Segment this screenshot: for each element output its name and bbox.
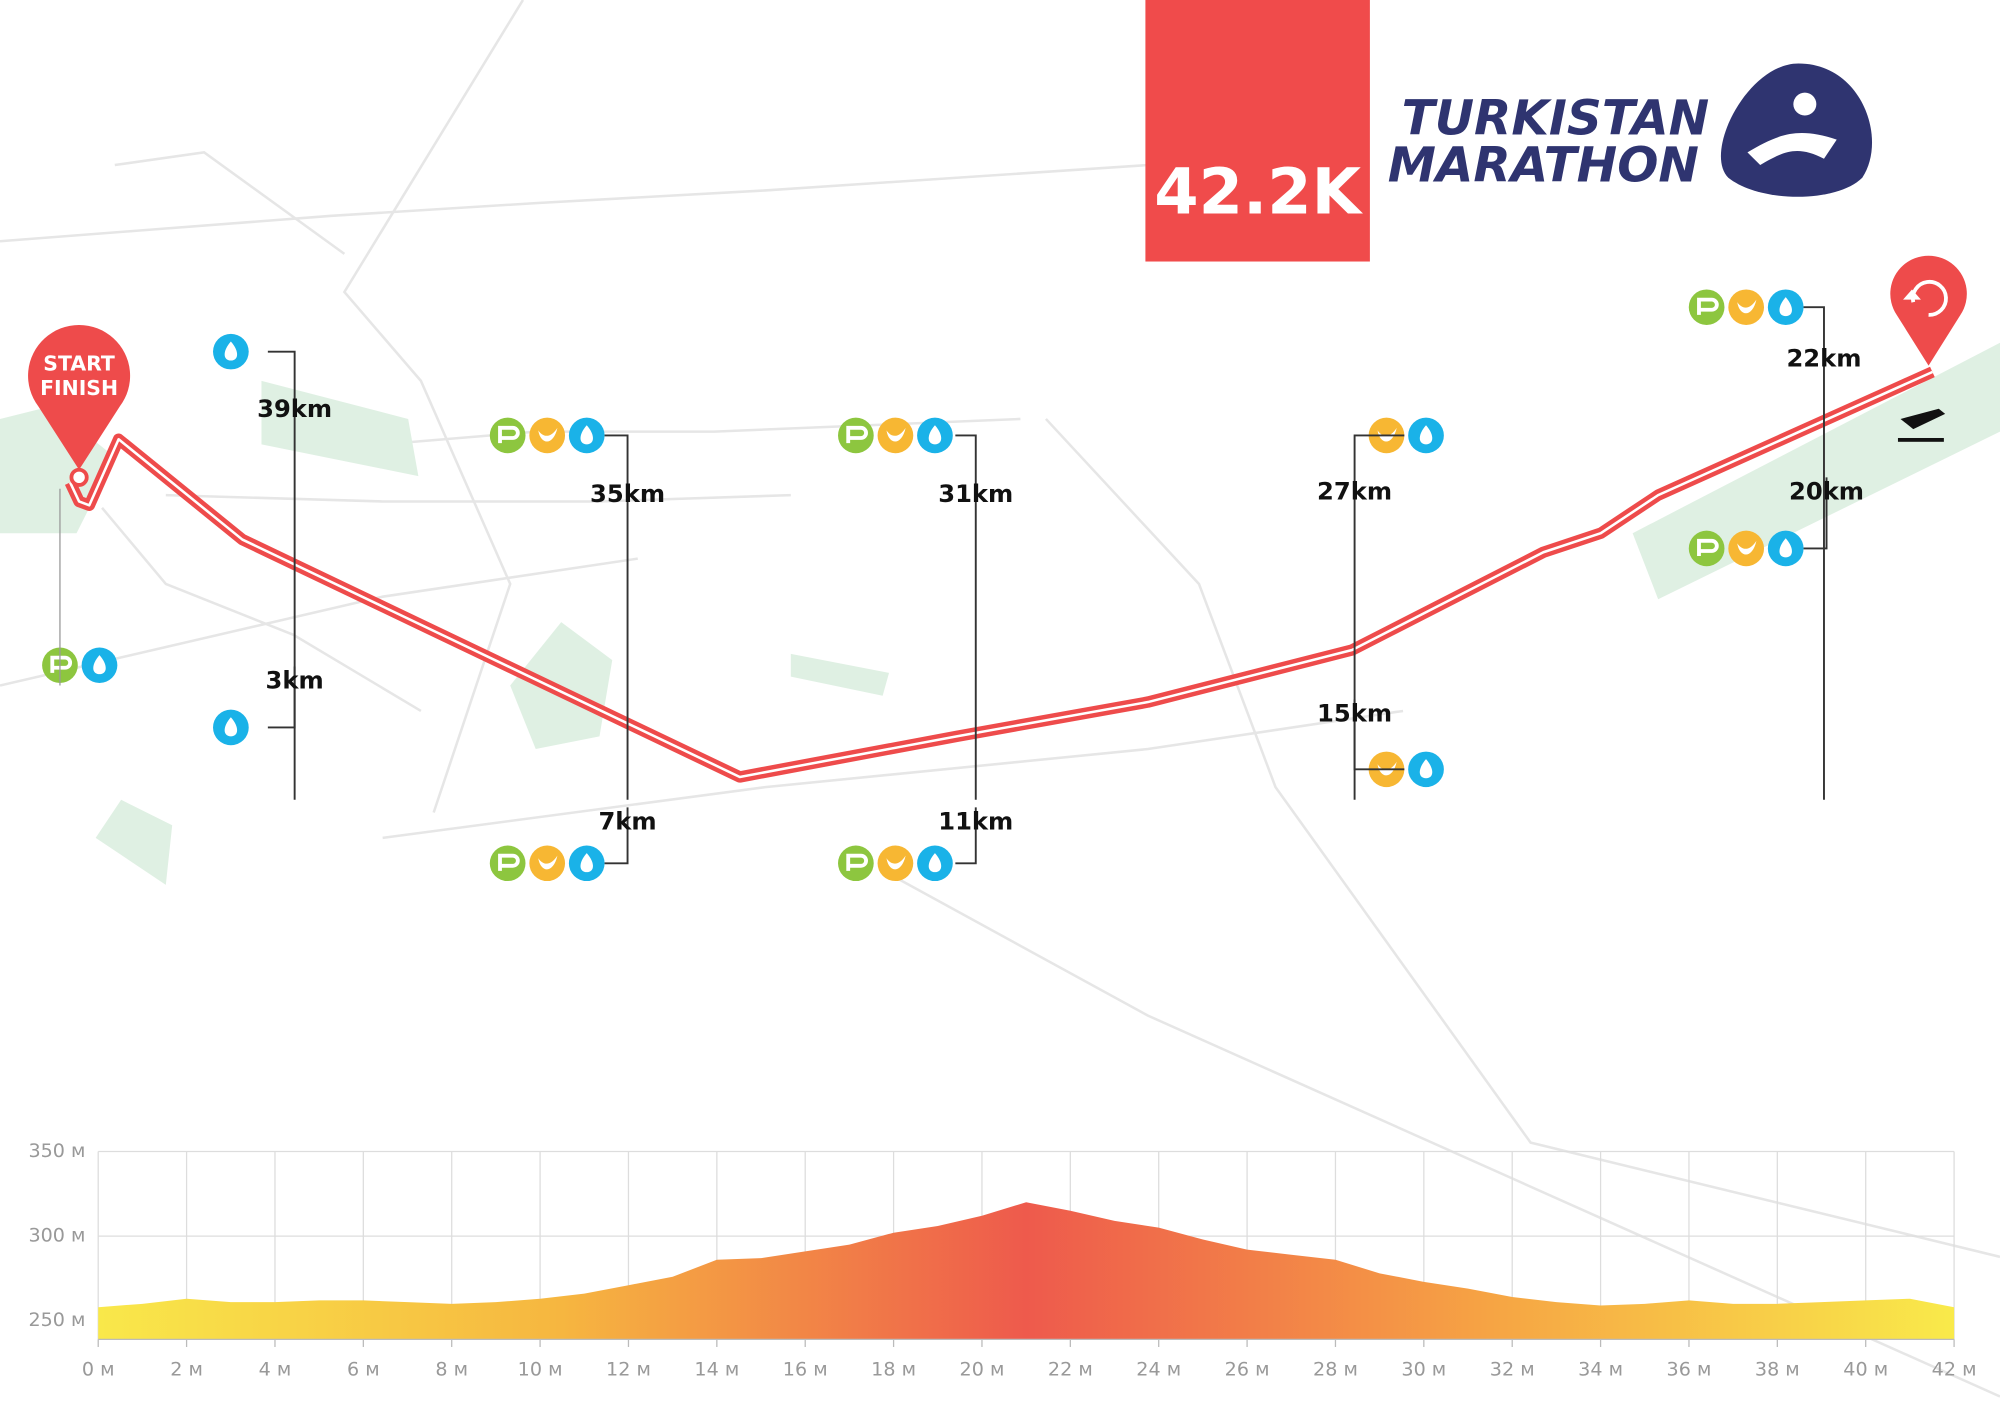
marker-bracket	[955, 434, 977, 800]
marker-bracket	[1353, 434, 1405, 800]
gel-symbol	[50, 655, 72, 673]
banana	[1737, 540, 1757, 555]
marker-bracket	[267, 350, 296, 800]
map-parks	[0, 342, 2000, 885]
x-tick-label: 22 м	[1048, 1358, 1093, 1380]
turnaround-pin	[1890, 255, 1967, 366]
water-drop	[928, 853, 942, 873]
x-tick-label: 20 м	[960, 1358, 1005, 1380]
route	[64, 366, 1935, 783]
km-label: 7km	[598, 808, 656, 836]
service-icon	[1688, 289, 1725, 326]
banana	[538, 855, 558, 870]
marker-bracket	[604, 807, 629, 865]
km-label: 31km	[938, 480, 1013, 508]
gel-symbol	[846, 425, 868, 444]
service-icon	[489, 417, 526, 454]
banana	[1737, 299, 1757, 314]
finish-label: FINISH	[40, 376, 118, 400]
x-tick-label: 12 м	[606, 1358, 651, 1380]
water-drop	[1779, 297, 1792, 317]
y-tick-label: 250 м	[28, 1309, 85, 1331]
x-tick-label: 24 м	[1136, 1358, 1181, 1380]
x-tick-label: 6 м	[347, 1358, 380, 1380]
water-drop	[1419, 425, 1433, 445]
gel-symbol	[846, 853, 868, 871]
km-label: 11km	[938, 808, 1013, 836]
service-icon	[877, 845, 914, 882]
x-tick-label: 42 м	[1932, 1358, 1977, 1380]
service-icon	[877, 417, 914, 454]
km-label: 20km	[1789, 478, 1864, 506]
marker-bracket	[267, 666, 296, 729]
x-tick-label: 4 м	[259, 1358, 292, 1380]
x-tick-label: 28 м	[1313, 1358, 1358, 1380]
marker-bracket	[1803, 477, 1828, 550]
x-tick-label: 30 м	[1401, 1358, 1446, 1380]
service-icon	[529, 845, 566, 882]
distance-badge	[1145, 0, 1370, 262]
km-label: 35km	[590, 480, 665, 508]
marker-bracket	[604, 434, 629, 800]
start-label: START	[43, 352, 115, 376]
y-tick-label: 300 м	[28, 1225, 85, 1247]
x-tick-label: 32 м	[1490, 1358, 1535, 1380]
water-drop	[224, 341, 238, 361]
km-label: 22km	[1786, 344, 1861, 372]
water-drop	[224, 717, 238, 737]
elevation-area	[98, 1202, 1955, 1340]
x-tick-label: 40 м	[1843, 1358, 1888, 1380]
distance-title: 42.2K	[1154, 155, 1363, 229]
logo-line2: MARATHON	[1388, 138, 1699, 194]
water-drop	[93, 655, 106, 675]
service-icon	[838, 417, 874, 454]
service-icon	[489, 845, 526, 882]
x-tick-label: 10 м	[518, 1358, 563, 1380]
airport-icon	[1897, 408, 1946, 442]
banana	[538, 427, 558, 442]
marker-bracket	[1803, 306, 1825, 800]
km-label: 15km	[1317, 700, 1392, 728]
km-label: 27km	[1317, 478, 1392, 506]
service-icon	[1688, 530, 1725, 567]
x-tick-label: 14 м	[694, 1358, 739, 1380]
banana	[886, 855, 906, 870]
service-icon	[1728, 530, 1765, 567]
km-label: 39km	[257, 395, 332, 423]
gel-symbol	[1697, 538, 1719, 557]
x-tick-label: 2 м	[170, 1358, 203, 1380]
y-tick-label: 350 м	[28, 1140, 85, 1162]
gel-symbol	[498, 425, 520, 444]
logo: TURKISTAN MARATHON	[1388, 63, 1873, 197]
gel-symbol	[1697, 297, 1719, 315]
x-tick-label: 36 м	[1667, 1358, 1712, 1380]
marker-bracket	[955, 807, 977, 865]
service-icon	[1728, 289, 1765, 326]
banana	[1377, 427, 1397, 442]
gel-symbol	[498, 853, 520, 871]
service-icon	[838, 845, 874, 882]
water-drop	[580, 425, 593, 445]
banana	[886, 427, 906, 442]
service-icon	[529, 417, 566, 454]
water-drop	[928, 425, 942, 445]
x-tick-label: 16 м	[783, 1358, 828, 1380]
water-drop	[580, 853, 593, 873]
km-label: 3km	[266, 667, 324, 695]
water-drop	[1419, 759, 1433, 779]
x-tick-label: 18 м	[871, 1358, 916, 1380]
marker-bracket	[1353, 699, 1405, 771]
start-pin: START FINISH	[28, 325, 131, 487]
banana	[1377, 761, 1397, 776]
water-drop	[1779, 538, 1792, 558]
x-tick-label: 26 м	[1225, 1358, 1270, 1380]
x-tick-label: 38 м	[1755, 1358, 1800, 1380]
x-tick-label: 8 м	[435, 1358, 468, 1380]
x-tick-label: 34 м	[1578, 1358, 1623, 1380]
logo-line1: TURKISTAN	[1402, 91, 1710, 147]
x-tick-label: 0 м	[82, 1358, 115, 1380]
